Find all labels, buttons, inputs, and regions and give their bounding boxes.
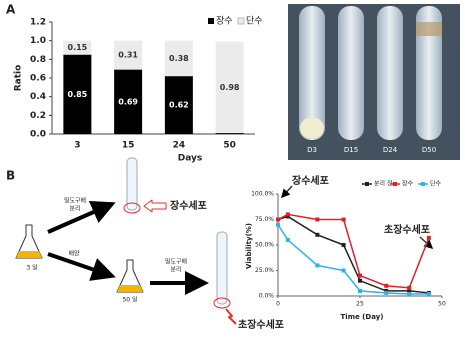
marker <box>276 217 280 222</box>
x-tick-label: 0 <box>276 301 280 308</box>
step-label: 밀도구배 <box>64 197 86 205</box>
marker <box>341 268 346 273</box>
y-tick-label: 0.2 <box>30 111 46 121</box>
bar-segment <box>63 54 92 134</box>
marker <box>276 222 280 227</box>
y-tick-label: 0.0 <box>30 130 46 140</box>
photo-label: D50 <box>422 146 436 154</box>
marker <box>285 212 290 217</box>
value-label: 0.98 <box>220 83 240 92</box>
marker <box>384 290 389 295</box>
panel-label: A <box>6 3 16 17</box>
y-tick-label: 75.0% <box>255 216 274 223</box>
x-tick-label: 15 <box>122 141 135 151</box>
value-label: 0.15 <box>68 43 88 52</box>
marker <box>407 288 412 293</box>
photo-label: D24 <box>383 146 398 154</box>
step-label: 분리 <box>170 266 181 274</box>
diagram <box>15 157 237 325</box>
annotation: 초장수세포 <box>384 223 430 236</box>
legend-label: 단수 <box>430 180 442 188</box>
marker <box>285 214 290 219</box>
x-tick-label: 3 <box>74 141 80 151</box>
legend-label: 장수 <box>402 180 414 188</box>
legend-label: 단수 <box>246 16 263 27</box>
bar-segment <box>63 40 92 55</box>
bar-segment <box>164 40 193 77</box>
marker <box>285 237 290 242</box>
line <box>277 224 429 295</box>
bar-segment <box>114 69 143 134</box>
value-label: 0.31 <box>118 51 138 60</box>
flask-label: 3 일 <box>26 264 37 272</box>
marker <box>384 288 389 293</box>
marker <box>407 285 412 290</box>
marker <box>358 288 362 293</box>
value-label: 0.62 <box>169 101 189 110</box>
legend-swatch <box>208 18 214 24</box>
bar-segment <box>215 41 244 134</box>
x-axis-label: Days <box>178 154 203 164</box>
y-tick-label: 0.6 <box>30 74 46 84</box>
y-tick-label: 0.8 <box>30 55 46 65</box>
line <box>277 213 430 289</box>
y-tick-label: 0.4 <box>30 92 46 102</box>
marker <box>358 278 362 283</box>
x-tick-label: 24 <box>173 141 186 151</box>
marker <box>315 232 320 237</box>
legend-swatch <box>237 17 245 25</box>
x-tick-label: 25 <box>356 301 364 308</box>
annotation: 장수세포 <box>292 174 329 187</box>
step-label: 배양 <box>68 250 80 258</box>
value-label: 0.69 <box>118 97 138 106</box>
y-tick-label: 1.0 <box>30 36 46 46</box>
marker <box>341 243 346 247</box>
y-tick-label: 0.0% <box>259 293 275 300</box>
marker <box>384 283 389 288</box>
bar-segment <box>215 133 244 134</box>
line <box>277 215 429 294</box>
step-label: 밀도구배 <box>165 258 187 266</box>
marker <box>426 291 431 296</box>
marker <box>358 273 362 278</box>
bar-segment <box>164 76 193 134</box>
panel-label: B <box>6 169 15 183</box>
photo <box>288 4 460 160</box>
marker <box>426 235 431 240</box>
result-label: 초장수세포 <box>238 318 284 331</box>
photo-label: D15 <box>344 146 358 154</box>
annotation-arrow <box>419 236 434 250</box>
legend-marker <box>393 182 397 186</box>
marker <box>315 217 320 222</box>
step-label: 분리 <box>69 205 80 213</box>
annotation-arrow <box>280 185 293 199</box>
value-label: 0.85 <box>68 90 88 99</box>
legend-label: 분리 전 <box>374 180 392 188</box>
marker <box>315 263 320 268</box>
bar-segment <box>114 40 143 70</box>
y-tick-label: 100.0% <box>251 191 274 198</box>
value-label: 0.38 <box>169 54 189 63</box>
legend-label: 장수 <box>216 16 233 27</box>
marker <box>407 291 412 296</box>
y-tick-label: 25.0% <box>255 267 274 274</box>
x-tick-label: 50 <box>438 301 446 308</box>
result-label: 장수세포 <box>170 199 207 212</box>
marker <box>341 217 346 222</box>
legend-marker <box>421 182 425 186</box>
flask-label: 50 일 <box>122 296 137 304</box>
y-axis-label: Viability(%) <box>245 223 253 269</box>
y-axis-label: Ratio <box>14 65 24 92</box>
x-axis-label: Time (Day) <box>341 313 384 321</box>
y-tick-label: 1.2 <box>30 18 46 28</box>
x-tick-label: 50 <box>223 141 236 151</box>
photo-label: D3 <box>307 146 317 154</box>
legend-marker <box>365 182 369 186</box>
y-tick-label: 50.0% <box>255 242 274 249</box>
